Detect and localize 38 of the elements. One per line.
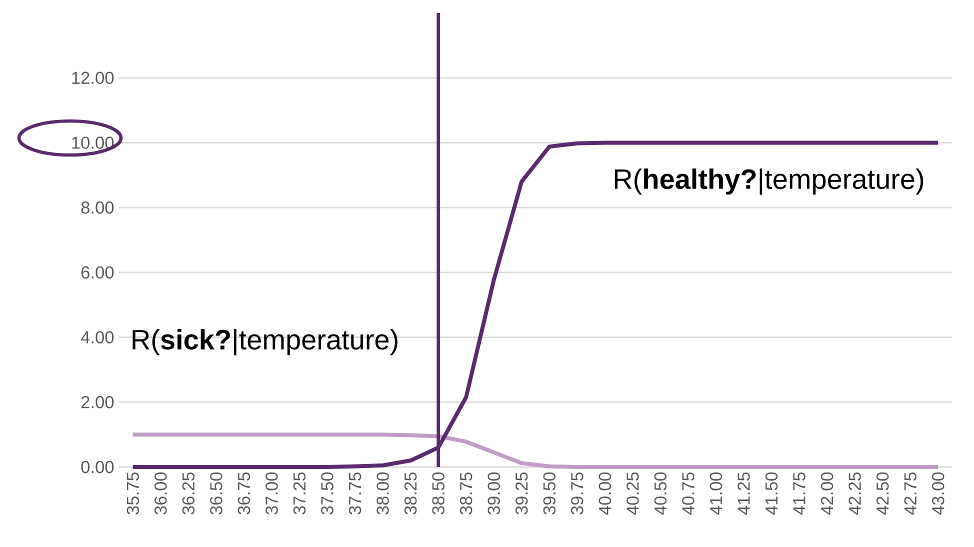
x-tick-label: 40.25 — [626, 472, 639, 515]
annotation: R(healthy?|temperature) — [614, 168, 924, 195]
y-tick-label: 12.00 — [72, 72, 114, 84]
x-tick-label: 37.00 — [266, 472, 278, 514]
x-tick-label: 38.75 — [460, 472, 472, 514]
x-tick-label: 40.50 — [654, 472, 667, 515]
x-tick-label: 36.50 — [210, 472, 222, 514]
y-tick-label: 8.00 — [81, 201, 114, 214]
y-tick-label: 2.00 — [81, 396, 114, 408]
x-tick-label: 41.00 — [710, 472, 722, 515]
x-tick-label: 36.25 — [182, 472, 195, 514]
x-tick-label: 42.00 — [820, 472, 834, 515]
x-tick-label: 39.25 — [515, 472, 528, 514]
x-tick-label: 37.25 — [293, 472, 306, 514]
x-tick-label: 39.75 — [571, 472, 584, 514]
x-tick-label: 42.75 — [904, 472, 916, 515]
x-tick-label: 42.25 — [848, 472, 861, 515]
x-tick-label: 36.75 — [238, 472, 250, 514]
x-tick-label: 39.50 — [543, 472, 556, 514]
x-tick-label: 36.00 — [154, 472, 167, 514]
x-tick-label: 37.75 — [348, 472, 362, 514]
x-tick-label: 38.25 — [404, 472, 417, 514]
annotation: R(sick?|temperature) — [132, 329, 398, 356]
x-tick-label: 38.00 — [376, 472, 389, 514]
x-tick-label: 40.75 — [682, 472, 694, 515]
x-tick-label: 40.00 — [598, 472, 612, 515]
x-tick-label: 43.00 — [932, 472, 944, 515]
x-tick-label: 41.25 — [738, 472, 750, 515]
x-tick-label: 41.50 — [765, 472, 778, 515]
x-tick-label: 39.00 — [488, 472, 500, 514]
x-tick-label: 35.75 — [126, 472, 140, 514]
x-tick-label: 38.50 — [432, 472, 444, 514]
y-tick-label: 0.00 — [81, 460, 114, 474]
y-tick-label: 4.00 — [80, 331, 114, 344]
x-tick-label: 37.50 — [321, 472, 334, 514]
x-tick-label: 41.75 — [793, 472, 806, 515]
x-tick-label: 42.50 — [876, 472, 889, 515]
y-tick-label: 6.00 — [81, 266, 114, 279]
